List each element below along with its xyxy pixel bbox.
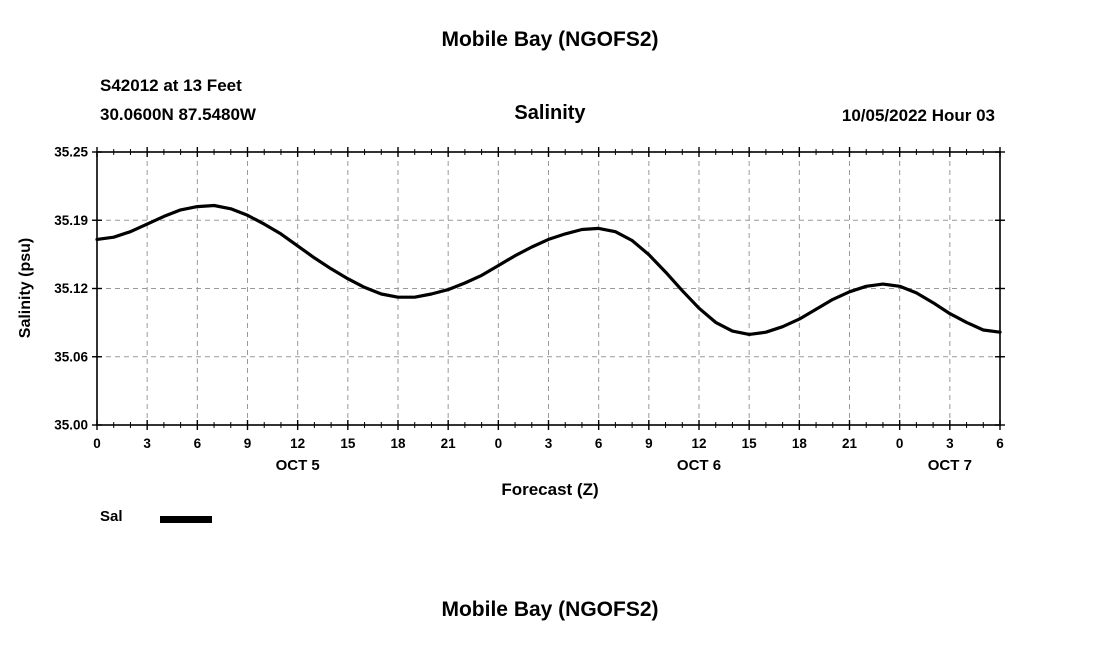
page-title-top: Mobile Bay (NGOFS2) bbox=[441, 28, 659, 51]
x-tick-label: 9 bbox=[244, 436, 252, 451]
legend-label: Sal bbox=[100, 508, 123, 525]
day-label: OCT 7 bbox=[928, 457, 972, 474]
x-tick-label: 15 bbox=[742, 436, 758, 451]
x-tick-label: 21 bbox=[842, 436, 858, 451]
x-tick-label: 3 bbox=[143, 436, 151, 451]
y-tick-label: 35.25 bbox=[54, 145, 88, 160]
day-label: OCT 6 bbox=[677, 457, 721, 474]
x-tick-label: 21 bbox=[441, 436, 457, 451]
y-tick-label: 35.06 bbox=[54, 349, 88, 364]
y-tick-label: 35.00 bbox=[54, 418, 88, 433]
x-tick-label: 0 bbox=[495, 436, 503, 451]
station-coordinates: 30.0600N 87.5480W bbox=[100, 105, 256, 124]
x-tick-label: 18 bbox=[792, 436, 808, 451]
x-tick-label: 0 bbox=[896, 436, 904, 451]
x-tick-label: 18 bbox=[390, 436, 406, 451]
x-tick-label: 12 bbox=[290, 436, 305, 451]
x-tick-label: 9 bbox=[645, 436, 653, 451]
y-tick-label: 35.19 bbox=[54, 213, 88, 228]
chart-title: Salinity bbox=[514, 102, 586, 124]
x-tick-label: 15 bbox=[340, 436, 356, 451]
x-tick-label: 6 bbox=[595, 436, 603, 451]
x-tick-label: 3 bbox=[545, 436, 553, 451]
day-label: OCT 5 bbox=[276, 457, 320, 474]
legend-line-swatch bbox=[160, 516, 212, 523]
y-tick-label: 35.12 bbox=[54, 281, 88, 296]
x-tick-label: 12 bbox=[691, 436, 706, 451]
x-tick-label: 6 bbox=[194, 436, 202, 451]
x-axis-label: Forecast (Z) bbox=[501, 480, 599, 499]
station-label: S42012 at 13 Feet bbox=[100, 76, 242, 95]
page-title-bottom: Mobile Bay (NGOFS2) bbox=[441, 598, 659, 621]
forecast-datetime: 10/05/2022 Hour 03 bbox=[841, 106, 995, 125]
series-line-sal bbox=[95, 203, 1002, 336]
x-tick-label: 3 bbox=[946, 436, 954, 451]
x-tick-label: 6 bbox=[996, 436, 1004, 451]
x-tick-label: 0 bbox=[93, 436, 101, 451]
